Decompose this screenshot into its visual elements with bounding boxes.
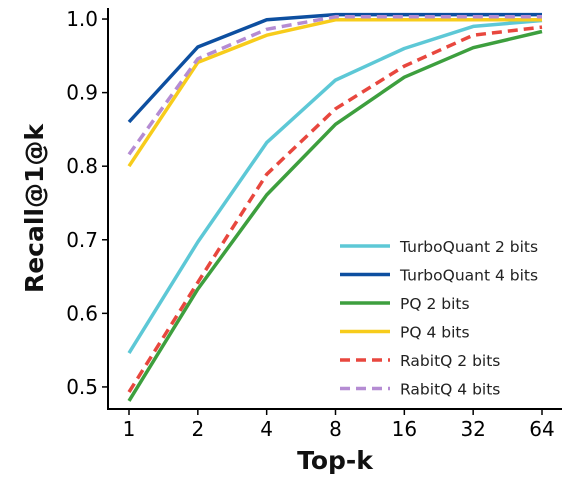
series-line-rabitq-2-bits <box>127 25 543 394</box>
series-line-turboquant-4-bits <box>127 12 542 124</box>
axis-labels: Top-k Recall@1@k <box>20 123 374 475</box>
legend-entry-label: PQ 4 bits <box>400 324 470 342</box>
y-tick-label: 0.8 <box>66 154 98 178</box>
legend-entry-label: PQ 2 bits <box>400 295 470 313</box>
legend-entry-label: RabitQ 4 bits <box>400 381 500 399</box>
legend-entry-label: RabitQ 2 bits <box>400 352 500 370</box>
x-tick-label: 4 <box>260 417 273 441</box>
x-tick-label: 1 <box>123 417 136 441</box>
y-tick-label: 0.6 <box>66 301 98 325</box>
x-tick-label: 32 <box>460 417 485 441</box>
legend-entry-label: TurboQuant 2 bits <box>399 238 538 256</box>
x-axis-title: Top-k <box>297 446 374 475</box>
series-line-pq-4-bits <box>127 18 542 168</box>
series-line-turboquant-2-bits <box>127 18 543 355</box>
x-tick-label: 8 <box>329 417 342 441</box>
axes: 0.5 0.6 0.7 0.8 0.9 1.0 1 2 4 8 16 32 64 <box>66 7 562 441</box>
series-line-rabitq-4-bits <box>127 15 542 156</box>
y-tick-label: 0.7 <box>66 228 98 252</box>
series-line-pq-2-bits <box>127 29 543 402</box>
y-tick-label: 0.9 <box>66 81 98 105</box>
y-tick-label: 0.5 <box>66 375 98 399</box>
legend-entry-label: TurboQuant 4 bits <box>399 267 538 285</box>
y-axis-title: Recall@1@k <box>20 123 49 293</box>
x-tick-label: 2 <box>191 417 204 441</box>
series-lines <box>127 12 543 402</box>
x-tick-label: 64 <box>529 417 554 441</box>
x-tick-label: 16 <box>392 417 417 441</box>
y-tick-label: 1.0 <box>66 7 98 31</box>
legend: TurboQuant 2 bits TurboQuant 4 bits PQ 2 b… <box>340 238 538 399</box>
